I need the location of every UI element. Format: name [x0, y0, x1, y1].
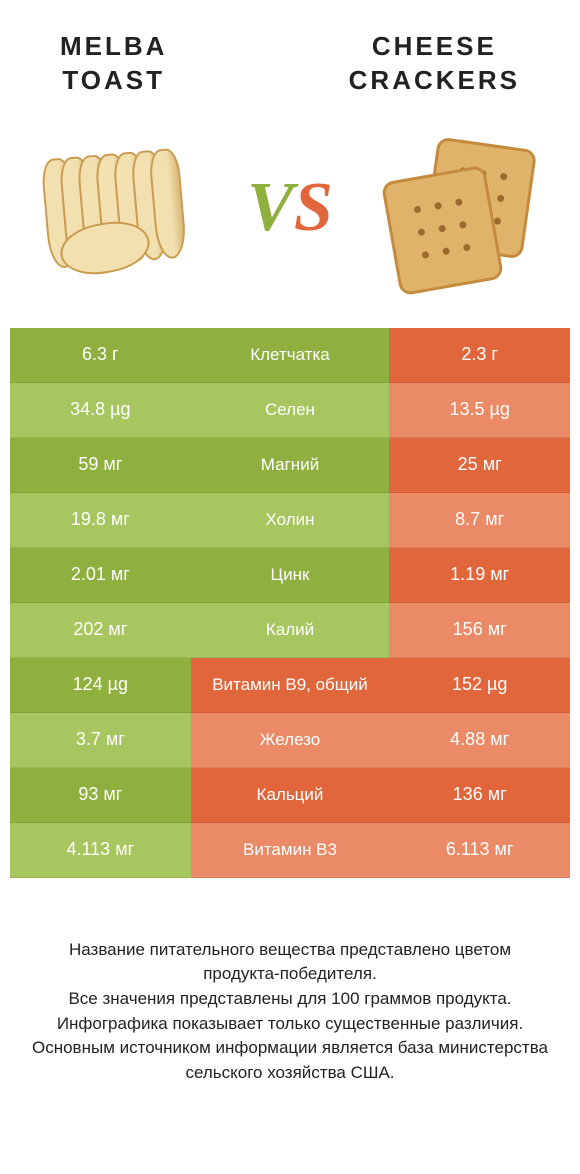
right-value: 25 мг: [389, 438, 570, 493]
left-value: 124 µg: [10, 658, 191, 713]
left-value: 34.8 µg: [10, 383, 191, 438]
nutrient-label: Магний: [191, 438, 390, 493]
vs-v: V: [247, 169, 294, 246]
right-value: 13.5 µg: [389, 383, 570, 438]
left-value: 19.8 мг: [10, 493, 191, 548]
left-value: 4.113 мг: [10, 823, 191, 878]
right-title: CHEESE CRACKERS: [349, 30, 520, 98]
nutrient-label: Холин: [191, 493, 390, 548]
table-row: 3.7 мгЖелезо4.88 мг: [10, 713, 570, 768]
right-value: 156 мг: [389, 603, 570, 658]
right-value: 4.88 мг: [389, 713, 570, 768]
left-value: 2.01 мг: [10, 548, 191, 603]
comparison-table: 6.3 гКлетчатка2.3 г34.8 µgСелен13.5 µg59…: [10, 328, 570, 878]
footer-line3: Инфографика показывает только существенн…: [57, 1014, 523, 1033]
nutrient-label: Клетчатка: [191, 328, 390, 383]
table-row: 202 мгКалий156 мг: [10, 603, 570, 658]
right-value: 136 мг: [389, 768, 570, 823]
right-title-line1: CHEESE: [372, 31, 497, 61]
footer-line2: Все значения представлены для 100 граммо…: [68, 989, 511, 1008]
right-value: 6.113 мг: [389, 823, 570, 878]
melba-toast-image: [30, 118, 210, 298]
left-value: 202 мг: [10, 603, 191, 658]
left-title-line1: MELBA: [60, 31, 167, 61]
left-title: MELBA TOAST: [60, 30, 167, 98]
nutrient-label: Калий: [191, 603, 390, 658]
nutrient-label: Витамин B3: [191, 823, 390, 878]
table-row: 59 мгМагний25 мг: [10, 438, 570, 493]
table-row: 124 µgВитамин B9, общий152 µg: [10, 658, 570, 713]
right-value: 152 µg: [389, 658, 570, 713]
footer-line1: Название питательного вещества представл…: [69, 940, 511, 984]
left-title-line2: TOAST: [62, 65, 165, 95]
left-value: 3.7 мг: [10, 713, 191, 768]
images-row: VS: [0, 108, 580, 328]
header: MELBA TOAST CHEESE CRACKERS: [0, 0, 580, 108]
table-row: 34.8 µgСелен13.5 µg: [10, 383, 570, 438]
nutrient-label: Селен: [191, 383, 390, 438]
nutrient-label: Кальций: [191, 768, 390, 823]
left-value: 6.3 г: [10, 328, 191, 383]
left-value: 93 мг: [10, 768, 191, 823]
table-row: 19.8 мгХолин8.7 мг: [10, 493, 570, 548]
footer: Название питательного вещества представл…: [0, 878, 580, 1086]
crackers-image: [370, 118, 550, 298]
table-row: 6.3 гКлетчатка2.3 г: [10, 328, 570, 383]
right-value: 8.7 мг: [389, 493, 570, 548]
left-value: 59 мг: [10, 438, 191, 493]
table-row: 2.01 мгЦинк1.19 мг: [10, 548, 570, 603]
nutrient-label: Железо: [191, 713, 390, 768]
right-title-line2: CRACKERS: [349, 65, 520, 95]
right-value: 2.3 г: [389, 328, 570, 383]
right-value: 1.19 мг: [389, 548, 570, 603]
vs-s: S: [294, 169, 333, 246]
nutrient-label: Цинк: [191, 548, 390, 603]
footer-line4: Основным источником информации является …: [32, 1038, 548, 1082]
vs-label: VS: [247, 168, 333, 248]
nutrient-label: Витамин B9, общий: [191, 658, 390, 713]
table-row: 93 мгКальций136 мг: [10, 768, 570, 823]
table-row: 4.113 мгВитамин B36.113 мг: [10, 823, 570, 878]
